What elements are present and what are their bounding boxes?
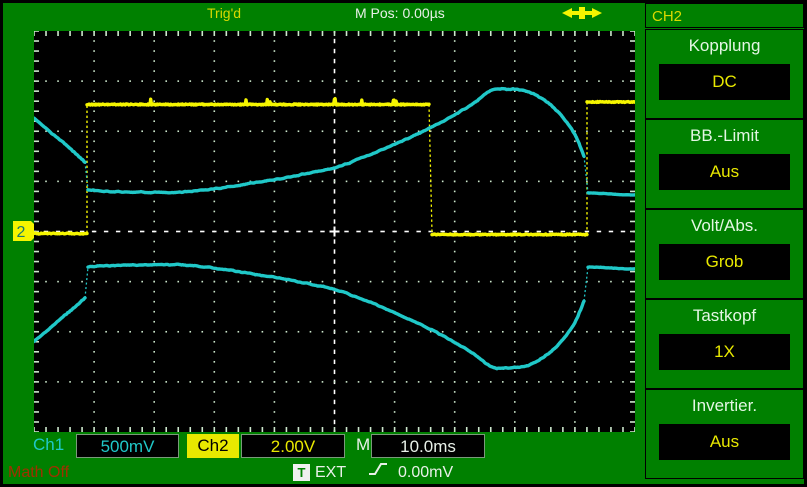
svg-text:2: 2 xyxy=(17,224,26,241)
